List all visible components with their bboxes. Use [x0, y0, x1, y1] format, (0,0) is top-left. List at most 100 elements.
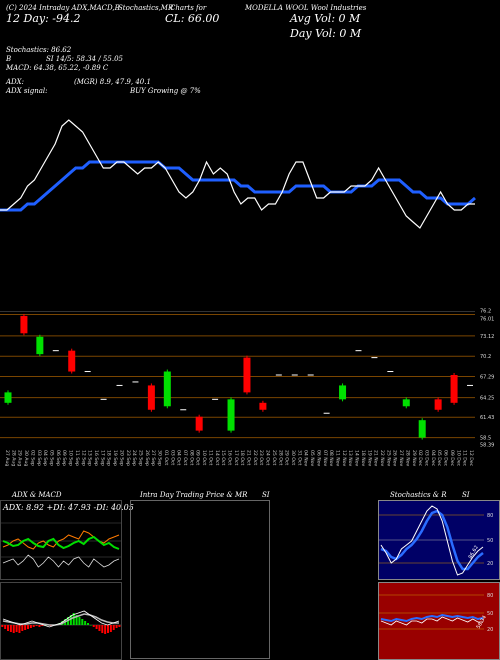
- date-tick-label: 27 Aug: [4, 450, 10, 466]
- header-line1-right-a: Charts for: [170, 4, 207, 12]
- macd-bar: [29, 625, 32, 628]
- date-tick-label: 29 Aug: [17, 450, 23, 466]
- macd-bar: [4, 625, 7, 629]
- date-tick-label: 11 Dec: [462, 450, 468, 467]
- date-tick-label: 19 Nov: [366, 450, 372, 467]
- stoch-level-label: 20: [487, 561, 493, 567]
- date-tick-label: 05 Nov: [309, 450, 315, 467]
- date-tick-label: 03 Oct: [169, 450, 175, 465]
- macd-bar: [35, 625, 38, 626]
- intraday-panel-title: Intra Day Trading Price & MR: [140, 491, 248, 499]
- adx-lines: [1, 522, 121, 568]
- date-tick-label: 12 Dec: [468, 450, 474, 467]
- macd-bar: [7, 625, 10, 631]
- si-level-label: 20: [487, 627, 493, 633]
- date-tick-label: 10 Dec: [455, 450, 461, 467]
- macd-bar: [9, 625, 12, 632]
- adx-label: ADX:: [6, 78, 25, 86]
- macd-bar: [18, 625, 21, 633]
- date-tick-label: 30 Sep: [157, 450, 163, 466]
- macd-bar: [107, 625, 110, 633]
- date-tick-label: 21 Nov: [373, 450, 379, 467]
- plus-di-line: [2, 535, 120, 550]
- date-tick-label: 02 Sep: [29, 450, 35, 466]
- macd-bar: [81, 619, 84, 625]
- date-tick-label: 01 Oct: [163, 450, 169, 465]
- intraday-panel: [130, 500, 270, 659]
- price-line-chart: [0, 119, 476, 229]
- stoch-panel-title: Stochastics & R: [390, 491, 447, 499]
- date-tick-label: 28 Nov: [404, 450, 410, 467]
- macd-bar: [24, 625, 27, 630]
- date-tick-label: 15 Oct: [220, 450, 226, 465]
- macd-bar: [38, 625, 41, 627]
- date-tick-label: 06 Nov: [315, 450, 321, 467]
- date-tick-label: 03 Sep: [36, 450, 42, 466]
- si-line: [380, 616, 483, 626]
- macd-bar: [21, 625, 24, 631]
- date-tick-label: 24 Sep: [131, 450, 137, 466]
- si-label: B: [6, 55, 12, 63]
- close-price: CL: 66.00: [165, 12, 220, 25]
- stoch-si-label: SI: [462, 491, 470, 499]
- macd-bar: [87, 623, 90, 625]
- date-tick-label: 22 Oct: [252, 450, 258, 465]
- date-tick-label: 04 Sep: [42, 450, 48, 466]
- avg-volume: Avg Vol: 0 M: [290, 12, 361, 25]
- close-line: [0, 119, 475, 229]
- price-level-label: 58.5: [480, 436, 491, 442]
- intraday-si-label: SI: [262, 491, 270, 499]
- si-level-label: 50: [487, 611, 493, 617]
- date-tick-label: 10 Sep: [68, 450, 74, 466]
- date-tick-label: 28 Aug: [10, 450, 16, 466]
- date-tick-label: 18 Nov: [360, 450, 366, 467]
- macd-bar: [84, 621, 87, 625]
- date-tick-label: 09 Dec: [449, 450, 455, 467]
- stoch-d-line: [380, 509, 484, 571]
- header-line1-left: (C) 2024 Intraday ADX,MACD,B: [6, 4, 120, 12]
- date-tick-label: 22 Nov: [379, 450, 385, 467]
- date-tick-label: 08 Oct: [188, 450, 194, 465]
- adx-signal-text: BUY Growing @ 7%: [130, 87, 201, 95]
- date-tick-label: 16 Sep: [93, 450, 99, 466]
- date-tick-label: 23 Sep: [125, 450, 131, 466]
- macd-bar: [98, 625, 101, 631]
- macd-bar: [1, 625, 4, 627]
- date-tick-label: 27 Nov: [398, 450, 404, 467]
- si-value: SI 14/5: 58.34 / 55.05: [46, 55, 123, 63]
- stochastics-value: Stochastics: 86.62: [6, 46, 72, 54]
- header-line1-right-b: MODELLA WOOL Wool Industries: [245, 4, 367, 12]
- adx-panel: ADX: 8.92 +DI: 47.93 -DI: 40.05: [0, 500, 134, 580]
- stochastics-panel: 80 50 20 86.62: [378, 500, 500, 580]
- macd-bar: [32, 625, 35, 627]
- date-tick-label: 04 Nov: [303, 450, 309, 467]
- date-tick-label: 31 Oct: [296, 450, 302, 465]
- date-tick-label: 12 Sep: [80, 450, 86, 466]
- date-axis: 27 Aug 28 Aug 29 Aug 30 Aug 02 Sep 03 Sep 04 S…: [4, 450, 474, 467]
- date-tick-label: 14 Oct: [214, 450, 220, 465]
- date-tick-label: 10 Oct: [201, 450, 207, 465]
- price-level-label: 64.25: [480, 396, 494, 402]
- macd-bar: [89, 625, 92, 626]
- date-tick-label: 11 Oct: [207, 450, 213, 465]
- macd-bar: [12, 625, 15, 633]
- macd-bar: [15, 625, 18, 632]
- macd-bar: [104, 625, 107, 634]
- macd-bar: [112, 625, 115, 630]
- adx-panel-title: ADX & MACD: [12, 491, 62, 499]
- adx-line: [2, 554, 120, 568]
- date-tick-label: 27 Sep: [150, 450, 156, 466]
- macd-bar: [95, 625, 98, 629]
- date-tick-label: 17 Sep: [99, 450, 105, 466]
- date-tick-label: 05 Sep: [48, 450, 54, 466]
- date-tick-label: 26 Sep: [144, 450, 150, 466]
- date-tick-label: 11 Nov: [335, 450, 341, 467]
- date-tick-label: 11 Sep: [74, 450, 80, 466]
- date-tick-label: 25 Nov: [385, 450, 391, 467]
- si-panel: 80 50 20 58.34: [378, 582, 500, 660]
- day-volume: Day Vol: 0 M: [290, 27, 362, 40]
- candle-chart: 76.2 76.01 73.12 70.2 67.29 64.25 61.43 58.558.…: [0, 309, 494, 449]
- macd-bar: [41, 625, 44, 626]
